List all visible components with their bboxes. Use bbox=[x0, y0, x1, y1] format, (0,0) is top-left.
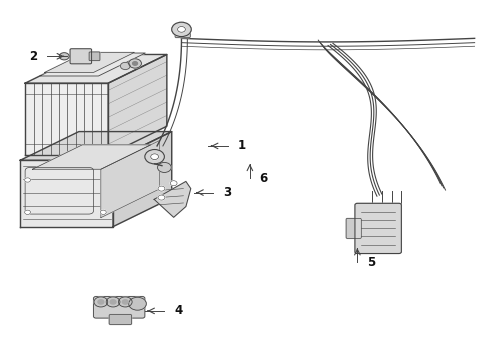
Circle shape bbox=[24, 210, 30, 215]
Text: 5: 5 bbox=[367, 256, 375, 269]
Polygon shape bbox=[40, 53, 146, 76]
Circle shape bbox=[106, 297, 120, 307]
FancyBboxPatch shape bbox=[175, 30, 190, 38]
FancyBboxPatch shape bbox=[355, 203, 401, 253]
Circle shape bbox=[100, 210, 106, 215]
Circle shape bbox=[59, 53, 69, 60]
Polygon shape bbox=[108, 54, 167, 155]
Polygon shape bbox=[20, 132, 172, 160]
FancyBboxPatch shape bbox=[89, 52, 100, 60]
Polygon shape bbox=[25, 54, 167, 83]
Circle shape bbox=[177, 27, 185, 32]
Circle shape bbox=[151, 154, 159, 159]
Polygon shape bbox=[101, 140, 159, 218]
Circle shape bbox=[122, 300, 128, 304]
Circle shape bbox=[110, 300, 116, 304]
Polygon shape bbox=[45, 52, 135, 72]
Text: 4: 4 bbox=[174, 305, 182, 318]
Circle shape bbox=[170, 181, 177, 186]
Text: 6: 6 bbox=[260, 172, 268, 185]
Text: 3: 3 bbox=[223, 186, 231, 199]
Text: 1: 1 bbox=[238, 139, 246, 152]
Polygon shape bbox=[25, 83, 108, 155]
Circle shape bbox=[145, 149, 164, 164]
Circle shape bbox=[133, 62, 138, 65]
Circle shape bbox=[158, 186, 165, 191]
Text: 2: 2 bbox=[29, 50, 37, 63]
Polygon shape bbox=[20, 160, 113, 226]
Circle shape bbox=[24, 178, 30, 182]
Circle shape bbox=[121, 62, 130, 69]
Polygon shape bbox=[154, 181, 191, 217]
Circle shape bbox=[98, 300, 104, 304]
FancyBboxPatch shape bbox=[346, 219, 361, 238]
Circle shape bbox=[158, 162, 171, 172]
Circle shape bbox=[94, 297, 108, 307]
Circle shape bbox=[129, 297, 147, 310]
Polygon shape bbox=[32, 145, 151, 169]
FancyBboxPatch shape bbox=[109, 315, 132, 324]
Circle shape bbox=[119, 297, 132, 307]
FancyBboxPatch shape bbox=[70, 49, 92, 64]
Circle shape bbox=[158, 195, 165, 200]
Circle shape bbox=[129, 59, 142, 68]
Polygon shape bbox=[113, 132, 172, 226]
FancyBboxPatch shape bbox=[94, 297, 145, 318]
Circle shape bbox=[172, 22, 191, 37]
